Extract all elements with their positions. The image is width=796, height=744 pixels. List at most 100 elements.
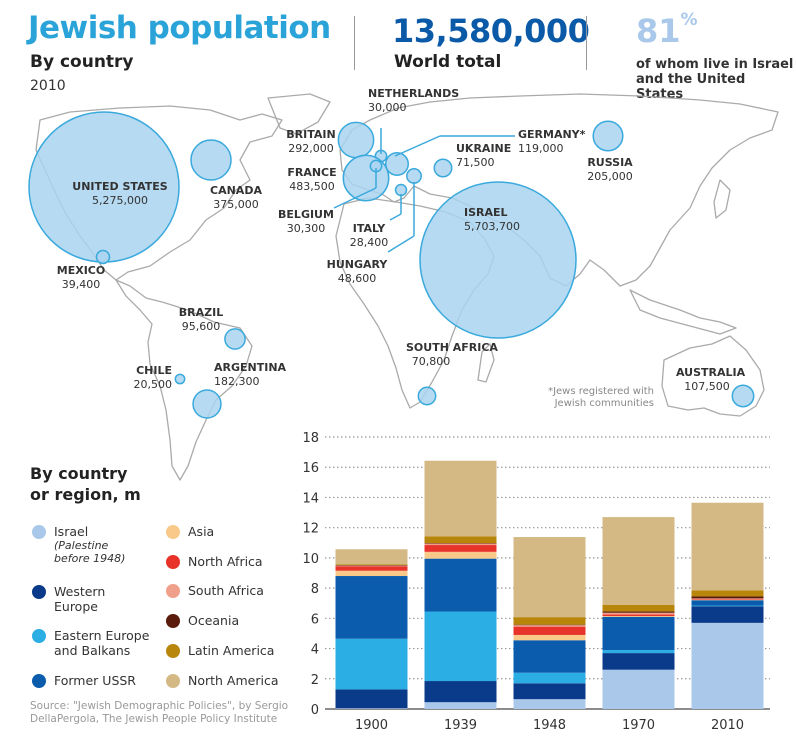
share-label: of whom live in Israel and the United St… [636, 57, 796, 102]
legend-label: Oceania [188, 613, 240, 628]
y-tick-label: 10 [302, 552, 319, 567]
bar-segment-2010-north [691, 502, 764, 591]
x-tick-label: 1939 [444, 718, 477, 733]
bar-segment-2010-eastern [691, 605, 764, 607]
country-value: 375,000 [213, 198, 259, 211]
source-line: DellaPergola, The Jewish People Policy I… [30, 713, 278, 725]
legend-swatch [166, 644, 180, 658]
country-label-ukraine: UKRAINE 71,500 [456, 142, 512, 170]
country-label-mexico: MEXICO 39,400 [56, 264, 106, 292]
legend-swatch [166, 525, 180, 539]
bar-segment-2010-western [691, 606, 764, 623]
country-value: 20,500 [133, 378, 173, 391]
country-value: 95,600 [181, 320, 221, 333]
continent-outlines [35, 93, 779, 481]
country-value: 5,703,700 [464, 220, 520, 233]
legend-label: Former USSR [54, 673, 136, 688]
country-name: RUSSIA [587, 156, 633, 169]
map-footnote: *Jews registered with Jewish communities [540, 386, 654, 410]
country-value: 39,400 [61, 278, 101, 291]
bar-segment-2010-south [691, 598, 764, 600]
country-value: 30,300 [286, 222, 326, 235]
bar-segment-1970-north [602, 614, 675, 617]
bar-segment-2010-asia [691, 599, 764, 601]
country-name: GERMANY* [518, 128, 586, 141]
country-label-france: FRANCE 483,500 [286, 166, 338, 194]
bar-segment-1948-north [513, 626, 586, 635]
source-line: Source: "Jewish Demographic Policies", b… [30, 700, 289, 712]
bar-segment-1900-former [335, 576, 408, 639]
y-tick-label: 14 [302, 491, 319, 506]
bubble-mexico [95, 249, 111, 265]
legend-title-line: By country [30, 464, 128, 483]
country-value: 119,000 [518, 142, 564, 155]
bar-segment-1970-latin [602, 604, 675, 612]
footnote-line: Jewish communities [554, 398, 654, 409]
bar-segment-1900-israel [335, 708, 408, 709]
stacked-bar-chart: 0 2 4 6 8 10 12 14 16 18 1900 1939 1948 1970 2010 [302, 431, 770, 733]
country-name: CANADA [210, 184, 262, 197]
bar-segment-1900-north [335, 549, 408, 565]
bar-segment-1939-oceania [424, 543, 497, 544]
country-value: 30,000 [368, 101, 407, 114]
country-label-belgium: BELGIUM 30,300 [276, 208, 336, 236]
bubble-chile [174, 373, 186, 385]
bar-segment-1900-oceania [335, 565, 408, 566]
bar-segment-2010-north [691, 599, 764, 600]
bar-segment-2010-israel [691, 622, 764, 709]
legend-swatch [32, 585, 46, 599]
share-unit: % [680, 10, 698, 30]
legend-label: Eastern Europe and Balkans [54, 628, 150, 658]
legend-label: South Africa [188, 583, 264, 598]
country-label-hungary: HUNGARY 48,600 [326, 258, 388, 286]
bar-segment-1939-south [424, 543, 497, 546]
bubble-germany [384, 151, 410, 177]
legend-swatch [166, 555, 180, 569]
y-tick-label: 6 [311, 612, 319, 627]
y-tick-label: 4 [311, 643, 319, 658]
country-label-netherlands: NETHERLANDS 30,000 [368, 87, 460, 115]
chart-bars [335, 460, 764, 709]
share-value: 81% [636, 10, 698, 50]
y-tick-label: 16 [302, 461, 319, 476]
japan-outline [713, 179, 731, 219]
legend-swatch [32, 525, 46, 539]
bar-segment-1939-latin [424, 536, 497, 544]
bar-segment-1900-eastern [335, 638, 408, 690]
legend-swatch [166, 674, 180, 688]
source-note: Source: "Jewish Demographic Policies", b… [30, 700, 288, 726]
legend-label: North Africa [188, 554, 263, 569]
country-value: 292,000 [288, 142, 334, 155]
country-value: 70,800 [411, 355, 451, 368]
bar-segment-1970-south [602, 612, 675, 615]
header-divider [586, 16, 587, 70]
bar-segment-1970-western [602, 653, 675, 670]
legend-swatch [166, 584, 180, 598]
bubble-britain [337, 121, 375, 159]
bar-segment-1939-north [424, 545, 497, 552]
country-name: BELGIUM [278, 208, 334, 221]
bubble-russia [592, 120, 624, 152]
bar-segment-1948-israel [513, 699, 586, 709]
bar-segment-1939-north [424, 460, 497, 537]
y-tick-label: 0 [311, 703, 319, 718]
south-america-outline [115, 279, 253, 481]
legend-title-line: or region, m [30, 485, 141, 504]
chart-x-labels: 1900 1939 1948 1970 2010 [355, 718, 744, 733]
y-tick-label: 12 [302, 522, 319, 537]
x-tick-label: 1900 [355, 718, 388, 733]
leader-line-hungary-d [387, 235, 415, 253]
share-label-line: of whom live in Israel [636, 57, 794, 72]
australia-outline [661, 335, 765, 417]
x-tick-label: 1970 [622, 718, 655, 733]
country-name: NETHERLANDS [368, 87, 460, 100]
bar-segment-1939-asia [424, 551, 497, 559]
bubble-hungary [406, 168, 422, 184]
country-label-argentina: ARGENTINA 182,300 [214, 361, 286, 389]
x-tick-label: 1948 [533, 718, 566, 733]
country-name: SOUTH AFRICA [406, 341, 498, 354]
country-name: MEXICO [56, 264, 106, 277]
country-name: BRAZIL [178, 306, 224, 319]
legend-label: North America [188, 673, 279, 688]
bubble-canada [190, 139, 232, 181]
